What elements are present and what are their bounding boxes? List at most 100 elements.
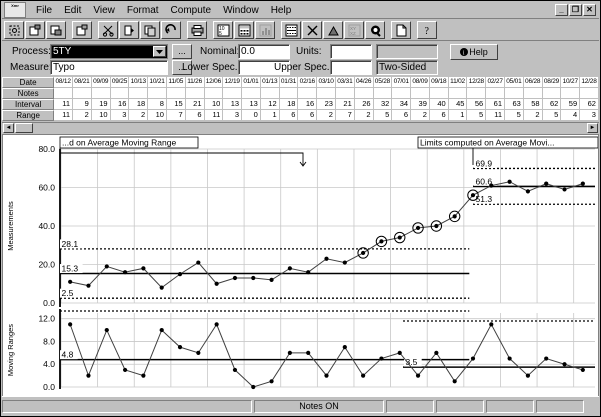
grid-cell[interactable]: 19	[91, 99, 111, 110]
measure-browse-button[interactable]: ...	[172, 60, 192, 75]
grid-cell[interactable]	[166, 88, 186, 99]
row-header-date[interactable]: Date	[2, 77, 55, 88]
grid-cell[interactable]: 09/18	[429, 77, 449, 88]
measurements-data-point[interactable]	[489, 183, 494, 188]
menu-edit[interactable]: Edit	[64, 4, 82, 16]
measurements-data-point[interactable]	[159, 285, 164, 290]
menu-format[interactable]: Format	[126, 4, 159, 16]
grid-cell[interactable]: 0	[242, 110, 261, 121]
moving-ranges-data-point[interactable]	[580, 367, 585, 373]
scroll-right-button[interactable]: ►	[587, 123, 598, 133]
grid-cell[interactable]: 09/25	[110, 77, 130, 88]
grid-cell[interactable]: 6	[392, 110, 412, 121]
grid-cell[interactable]: 02/27	[486, 77, 505, 88]
grid-cell[interactable]: 6	[185, 110, 205, 121]
grid-cell[interactable]	[298, 88, 318, 99]
minimize-button[interactable]: _	[555, 4, 568, 16]
measurements-data-point[interactable]	[361, 250, 366, 256]
grid-cell[interactable]: 39	[411, 99, 430, 110]
scroll-thumb[interactable]	[15, 123, 33, 133]
close-button[interactable]: ✕	[583, 4, 596, 16]
grid-cell[interactable]	[73, 88, 92, 99]
cut-scissors-icon[interactable]	[98, 21, 118, 39]
measurements-data-point[interactable]	[104, 264, 109, 269]
grid-cell[interactable]: 5	[505, 110, 524, 121]
moving-ranges-data-point[interactable]	[196, 350, 201, 355]
grid-cell[interactable]: 21	[185, 99, 205, 110]
measurements-data-point[interactable]	[397, 235, 402, 240]
grid-cell[interactable]: 07/01	[392, 77, 412, 88]
moving-ranges-data-point[interactable]	[434, 350, 439, 355]
grid-cell[interactable]: 23	[317, 99, 336, 110]
grid-cell[interactable]: 05/28	[373, 77, 393, 88]
moving-ranges-data-point[interactable]	[507, 356, 512, 361]
grid-cell[interactable]: 12/28	[580, 77, 599, 88]
grid-cell[interactable]: 56	[467, 99, 487, 110]
moving-ranges-data-point[interactable]	[379, 356, 384, 361]
grid-cell[interactable]: 62	[580, 99, 599, 110]
grid-cell[interactable]: 16	[110, 99, 130, 110]
grid-cell[interactable]: 61	[486, 99, 505, 110]
grid-cell[interactable]: 01/13	[260, 77, 280, 88]
measurements-data-point[interactable]	[251, 275, 256, 281]
grid-cell[interactable]: 8	[148, 99, 167, 110]
measurements-data-point[interactable]	[434, 223, 439, 229]
grid-cell[interactable]: 6	[429, 110, 449, 121]
grid-cell[interactable]: 05/01	[505, 77, 524, 88]
measurements-data-point[interactable]	[196, 260, 201, 265]
grid-cell[interactable]: 11	[54, 99, 74, 110]
help-button[interactable]: i Help	[450, 44, 498, 60]
print-icon[interactable]	[187, 21, 207, 39]
grid-cell[interactable]: 04/26	[354, 77, 374, 88]
grid-cell[interactable]: 59	[561, 99, 581, 110]
grid-cell[interactable]: 2	[411, 110, 430, 121]
grid-cell[interactable]	[242, 88, 261, 99]
moving-ranges-data-point[interactable]	[415, 373, 421, 378]
moving-ranges-data-point[interactable]	[470, 356, 476, 361]
grid-cell[interactable]: 10/13	[129, 77, 149, 88]
quality-icon[interactable]	[365, 21, 385, 39]
control-chart-area[interactable]: 0.0 20.0 40.0 60.0 80.0 0.0 4.0 8.0 12.0 Measurem…	[2, 134, 599, 397]
grid-cell[interactable]: 34	[392, 99, 412, 110]
grid-cell[interactable]: 08/21	[73, 77, 92, 88]
grid-cell[interactable]: 2	[354, 110, 374, 121]
grid-cell[interactable]	[91, 88, 111, 99]
grid-cell[interactable]: 5	[542, 110, 562, 121]
grid-cell[interactable]: 16	[298, 99, 318, 110]
menu-file[interactable]: File	[36, 4, 53, 16]
grid-cell[interactable]: 03/10	[317, 77, 336, 88]
grid-cell[interactable]: 21	[335, 99, 355, 110]
grid-cell[interactable]	[467, 88, 487, 99]
measurements-data-point[interactable]	[122, 270, 128, 275]
grid-cell[interactable]	[354, 88, 374, 99]
moving-ranges-data-point[interactable]	[562, 362, 567, 367]
grid-cell[interactable]: 9	[73, 99, 92, 110]
measurements-data-point[interactable]	[287, 266, 292, 271]
grid-cell[interactable]	[204, 88, 224, 99]
grid-cell[interactable]: 01/01	[242, 77, 261, 88]
measurements-data-point[interactable]	[214, 281, 219, 286]
moving-ranges-data-point[interactable]	[452, 379, 457, 384]
scroll-left-button[interactable]: ◄	[3, 123, 14, 133]
measurements-data-point[interactable]	[470, 193, 476, 198]
grid-cell[interactable]: 2	[129, 110, 149, 121]
moving-ranges-data-point[interactable]	[86, 373, 91, 378]
grid-cell[interactable]	[505, 88, 524, 99]
moving-ranges-data-point[interactable]	[342, 345, 347, 350]
grid-cell[interactable]: 7	[335, 110, 355, 121]
grid-cell[interactable]	[223, 88, 243, 99]
grid-cell[interactable]	[317, 88, 336, 99]
measurements-data-point[interactable]	[68, 279, 73, 284]
grid-cell[interactable]	[279, 88, 299, 99]
grid-cell[interactable]: 2	[317, 110, 336, 121]
grid-cell[interactable]: 10/27	[561, 77, 581, 88]
grid-cell[interactable]: 15	[166, 99, 186, 110]
grid-cell[interactable]: 1	[448, 110, 468, 121]
process-dropdown[interactable]: 5TY	[50, 44, 168, 59]
grid-cell[interactable]: 2	[73, 110, 92, 121]
grid-cell[interactable]: 09/09	[91, 77, 111, 88]
menu-compute[interactable]: Compute	[170, 4, 212, 16]
grid-cell[interactable]	[429, 88, 449, 99]
lower-spec-input[interactable]	[238, 60, 290, 75]
grid-cell[interactable]: 10	[148, 110, 167, 121]
